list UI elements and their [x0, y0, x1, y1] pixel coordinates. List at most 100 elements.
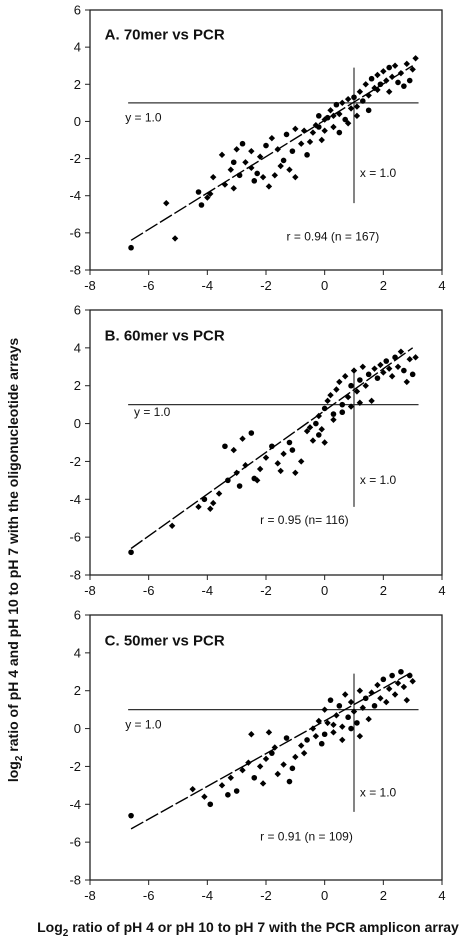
data-point-c [394, 679, 402, 687]
data-point-a [204, 194, 211, 201]
reference-y-label-b: y = 1.0 [134, 405, 171, 419]
data-point-b [239, 435, 246, 442]
data-point-c [409, 678, 416, 685]
data-point-b [342, 373, 349, 380]
data-point-c [207, 801, 214, 808]
x-axis-label: Log2 ratio of pH 4 or pH 10 to pH 7 with… [37, 919, 459, 939]
data-point-a [221, 181, 229, 188]
x-tick-label-b: -2 [260, 583, 272, 598]
data-point-a [391, 62, 399, 69]
y-tick-label-a: 6 [74, 3, 81, 18]
data-point-c [377, 695, 384, 702]
data-point-c [245, 759, 252, 766]
x-tick-label-c: -2 [260, 888, 272, 903]
y-tick-label-c: -8 [69, 873, 81, 888]
data-point-c [259, 780, 267, 787]
data-point-c [350, 708, 358, 715]
data-point-b [397, 348, 405, 355]
data-point-c [339, 736, 346, 744]
data-point-c [348, 725, 354, 732]
y-tick-label-b: -6 [69, 530, 81, 545]
data-point-b [277, 467, 284, 475]
data-point-c [356, 732, 364, 740]
data-point-a [251, 178, 258, 184]
data-point-b [412, 354, 419, 361]
data-point-a [403, 60, 410, 68]
plot-frame-a [89, 9, 443, 271]
data-point-c [312, 732, 320, 740]
data-point-b [210, 499, 217, 507]
reference-x-label-a: x = 1.0 [360, 166, 397, 180]
data-point-b [309, 437, 317, 444]
data-point-b [362, 382, 369, 389]
data-point-c [391, 691, 399, 698]
data-point-c [359, 704, 366, 711]
data-point-a [409, 66, 416, 73]
x-tick-label-a: 0 [321, 278, 328, 293]
data-point-c [330, 729, 337, 736]
data-point-b [306, 424, 314, 431]
chart-panel-b: -8 -6 -4 -2 0 2 4 6 -8 -6 -4 -2 0 2 4 B. 60mer vs PCR y … [69, 303, 445, 599]
data-point-a [248, 147, 255, 155]
data-point-a [347, 105, 355, 112]
data-point-c [262, 755, 270, 763]
data-point-b [303, 427, 311, 435]
data-point-b [392, 354, 398, 361]
data-point-b [222, 443, 228, 450]
data-point-c [225, 792, 231, 798]
data-point-c [128, 812, 134, 819]
panel-title-a: A. 70mer vs PCR [105, 27, 225, 44]
data-point-b [386, 365, 393, 372]
data-point-c [233, 788, 240, 794]
y-tick-label-b: -4 [69, 492, 81, 507]
x-tick-label-a: -2 [260, 278, 272, 293]
data-point-b [330, 416, 337, 423]
y-tick-label-c: -4 [69, 797, 81, 812]
data-point-a [280, 157, 287, 164]
data-point-c [227, 774, 234, 781]
data-point-b [225, 477, 231, 484]
data-point-b [380, 369, 387, 376]
data-point-c [342, 691, 349, 698]
data-point-c [406, 672, 413, 679]
data-point-a [401, 83, 407, 89]
data-point-a [321, 127, 328, 134]
data-point-a [304, 152, 310, 158]
data-point-c [269, 750, 275, 756]
data-point-a [298, 140, 305, 147]
data-point-b [269, 443, 275, 450]
data-point-b [403, 378, 410, 386]
data-point-b [336, 378, 343, 386]
data-point-c [283, 735, 290, 741]
y-tick-label-a: -4 [69, 188, 81, 203]
data-point-a [336, 129, 343, 136]
data-point-a [277, 162, 284, 170]
data-point-c [321, 706, 328, 713]
data-point-b [313, 420, 319, 427]
y-tick-label-a: 4 [74, 40, 81, 55]
data-point-a [242, 159, 249, 166]
data-point-b [292, 469, 299, 476]
data-point-a [342, 116, 349, 123]
data-point-a [321, 116, 328, 123]
data-point-c [398, 668, 404, 675]
data-point-c [386, 685, 393, 693]
data-point-a [388, 73, 396, 81]
data-point-a [386, 88, 393, 95]
x-tick-label-a: 2 [380, 278, 387, 293]
data-point-b [242, 462, 249, 469]
fit-line-a [130, 65, 414, 241]
fit-line-c [130, 671, 414, 830]
data-point-a [362, 81, 369, 88]
data-point-c [201, 793, 208, 800]
data-point-b [315, 412, 322, 420]
data-point-b [233, 469, 240, 476]
data-point-a [397, 69, 405, 77]
data-point-c [292, 753, 299, 761]
data-point-c [389, 672, 395, 679]
y-tick-label-a: -2 [69, 151, 81, 166]
data-point-b [371, 365, 378, 372]
data-point-a [198, 202, 205, 208]
y-tick-label-c: -6 [69, 835, 81, 850]
